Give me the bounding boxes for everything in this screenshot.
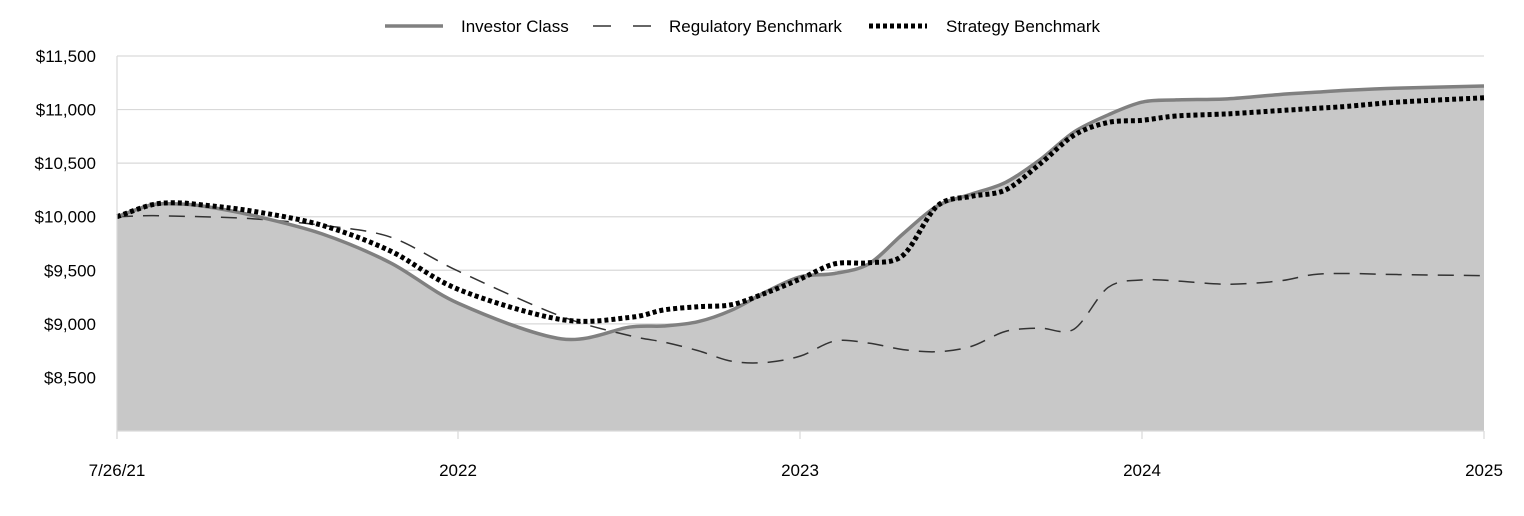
y-tick-label: $11,000 (36, 101, 96, 120)
legend-label: Regulatory Benchmark (669, 17, 842, 36)
series-lines (116, 84, 1485, 364)
series-area-0 (117, 86, 1484, 431)
y-tick-label: $9,000 (44, 315, 96, 334)
x-tick-label: 7/26/21 (89, 461, 146, 480)
legend: Investor Class Regulatory Benchmark Strate… (385, 17, 1101, 36)
series-line-0 (116, 84, 1485, 342)
legend-label: Strategy Benchmark (946, 17, 1101, 36)
legend-item-0: Investor Class (385, 17, 569, 36)
legend-item-1: Regulatory Benchmark (593, 17, 842, 36)
y-tick-label: $10,500 (35, 154, 96, 173)
legend-label: Investor Class (461, 17, 569, 36)
y-axis-ticks: $8,500 $9,000 $9,500 $10,000 $10,500 $11,000 $… (35, 47, 96, 387)
y-tick-label: $11,500 (36, 47, 96, 66)
y-tick-label: $9,500 (44, 261, 96, 280)
x-tick-label: 2024 (1123, 461, 1161, 480)
x-tick-label: 2025 (1465, 461, 1503, 480)
legend-item-2: Strategy Benchmark (869, 17, 1101, 36)
x-tick-label: 2022 (439, 461, 477, 480)
x-tick-label: 2023 (781, 461, 819, 480)
y-tick-label: $8,500 (44, 368, 96, 387)
area-layer (117, 86, 1484, 431)
x-axis-ticks: 7/26/21 2022 2023 2024 2025 (89, 431, 1503, 480)
y-tick-label: $10,000 (35, 208, 96, 227)
series-line-2 (116, 95, 1485, 324)
